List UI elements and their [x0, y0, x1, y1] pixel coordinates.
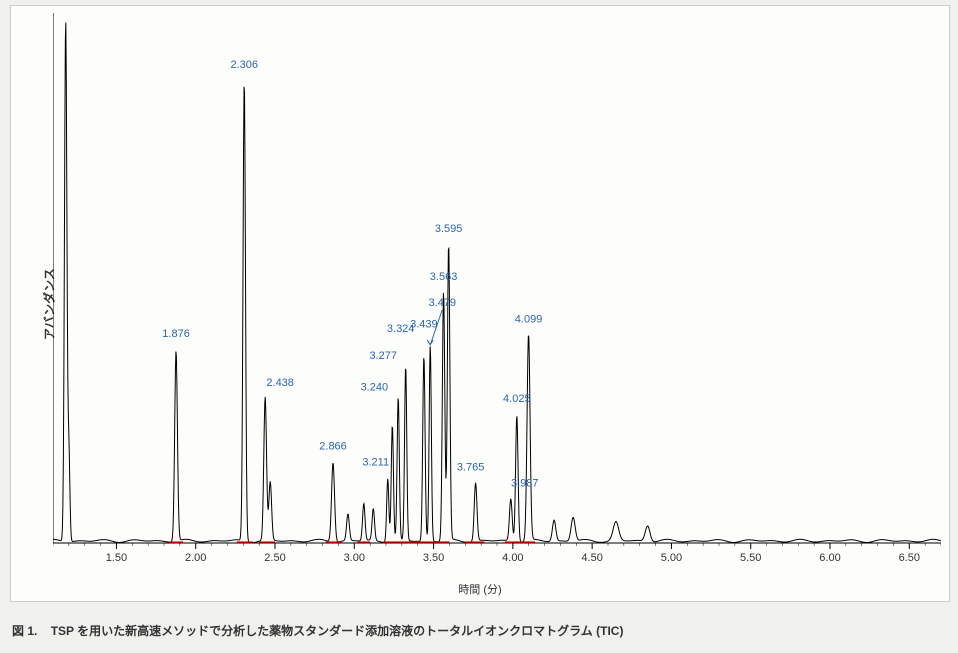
- peak-label: 3.240: [361, 381, 389, 393]
- x-tick-label: 3.50: [423, 552, 444, 564]
- peak-label-arrowhead: [427, 340, 433, 345]
- plot-area: 1.50 2.00 2.50 3.00 3.50 4.00 4.50 5.00 5.50 6.00…: [53, 11, 941, 571]
- x-tick-label: 1.50: [106, 552, 127, 564]
- peak-label: 1.876: [162, 328, 190, 340]
- x-tick-label: 2.00: [185, 552, 206, 564]
- figure-caption: 図 1. TSP を用いた新高速メソッドで分析した薬物スタンダード添加溶液のトー…: [12, 622, 623, 639]
- peak-label: 2.438: [266, 377, 294, 389]
- peak-label: 3.595: [435, 223, 463, 235]
- x-tick-label: 3.00: [344, 552, 365, 564]
- x-tick-label: 5.50: [740, 552, 761, 564]
- peak-label: 3.987: [511, 478, 539, 490]
- chart-frame: アバンダンス 1.502.002.503.003.504.004.505.005…: [10, 5, 950, 602]
- x-tick-label: 2.50: [264, 552, 285, 564]
- x-tick-label: 6.00: [819, 552, 840, 564]
- peak-label: 3.439: [410, 319, 438, 331]
- x-axis-label: 時間 (分): [458, 581, 501, 597]
- peak-label: 3.563: [430, 271, 458, 283]
- peak-label: 3.211: [362, 456, 389, 468]
- chromatogram-svg: 1.50 2.00 2.50 3.00 3.50 4.00 4.50 5.00 5.50 6.00…: [53, 11, 941, 571]
- peak-label: 2.306: [230, 59, 258, 71]
- peak-label: 3.277: [369, 350, 397, 362]
- x-tick-label: 4.00: [502, 552, 523, 564]
- x-tick-label: 5.00: [661, 552, 682, 564]
- peak-label: 4.099: [515, 313, 543, 325]
- peak-label: 2.866: [319, 441, 347, 453]
- peak-label: 3.479: [428, 297, 456, 309]
- caption-text: TSP を用いた新高速メソッドで分析した薬物スタンダード添加溶液のトータルイオン…: [51, 624, 624, 638]
- x-tick-label: 4.50: [581, 552, 602, 564]
- chromatogram-trace: [53, 23, 941, 543]
- x-tick-label: 6.50: [899, 552, 920, 564]
- peak-label: 3.765: [457, 462, 485, 474]
- caption-prefix: 図 1.: [12, 624, 37, 638]
- peak-label: 4.025: [503, 393, 531, 405]
